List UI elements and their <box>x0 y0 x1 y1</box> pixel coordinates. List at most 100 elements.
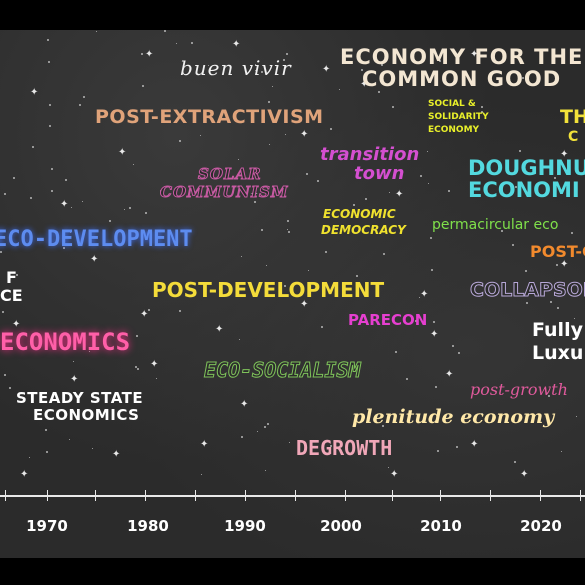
dust-dot <box>89 351 90 352</box>
dust-dot <box>267 423 269 425</box>
dust-dot <box>306 173 308 175</box>
dust-dot <box>501 230 503 232</box>
dust-dot <box>378 91 380 93</box>
star-icon: ✦ <box>215 324 224 335</box>
dust-dot <box>257 431 258 432</box>
timeline-year-label: 1970 <box>26 517 68 535</box>
term-transition-1: transition <box>320 144 420 165</box>
dust-dot <box>427 151 428 152</box>
star-icon: ✦ <box>395 189 404 200</box>
star-icon: ✦ <box>30 87 39 98</box>
dust-dot <box>46 451 48 453</box>
timeline-year-label: 2000 <box>320 517 362 535</box>
dust-dot <box>255 70 256 71</box>
dust-dot <box>481 106 483 108</box>
term-doughnut-2: ECONOMI <box>468 178 580 202</box>
dust-dot <box>439 60 441 62</box>
star-icon: ✦ <box>445 369 454 380</box>
dust-dot <box>512 244 514 246</box>
dust-dot <box>79 104 81 106</box>
dust-dot <box>392 106 394 108</box>
term-solar-1: SOLAR <box>198 165 262 183</box>
dust-dot <box>481 111 483 113</box>
dust-dot <box>406 378 408 380</box>
star-icon: ✦ <box>560 149 569 160</box>
star-icon: ✦ <box>322 64 331 75</box>
dust-dot <box>96 31 97 32</box>
star-icon: ✦ <box>470 439 479 450</box>
dust-dot <box>239 172 240 173</box>
dust-dot <box>365 198 367 200</box>
star-icon: ✦ <box>240 399 249 410</box>
dust-dot <box>433 321 435 323</box>
dust-dot <box>47 39 49 41</box>
dust-dot <box>63 247 65 249</box>
timeline-tick <box>440 490 441 501</box>
dust-dot <box>241 436 243 438</box>
term-plenitude: plenitude economy <box>352 406 555 428</box>
dust-dot <box>255 64 256 65</box>
dust-dot <box>141 231 143 233</box>
star-icon: ✦ <box>360 79 369 90</box>
term-social-solidarity-3: ECONOMY <box>428 125 480 135</box>
dust-dot <box>437 450 439 452</box>
dust-dot <box>383 253 385 255</box>
dust-dot <box>49 104 51 106</box>
dust-dot <box>574 318 575 319</box>
dust-dot <box>288 231 290 233</box>
chalkboard-background: ✦ ✦ ✦ ✦ ✦ ✦ ✦ ✦ ✦ ✦ ✦ ✦ ✦ ✦ ✦ ✦ ✦ ✦ ✦ ✦ ✦ ✦ ✦ ✦ ✦ ✦ ✦ ✦ ✦ ✦ buen vivi… <box>0 30 585 558</box>
dust-dot <box>136 335 138 337</box>
dust-dot <box>330 445 332 447</box>
dust-dot <box>381 64 383 66</box>
dust-dot <box>69 439 70 440</box>
term-eco-development: ECO-DEVELOPMENT <box>0 227 193 252</box>
star-icon: ✦ <box>60 199 69 210</box>
dust-dot <box>389 157 391 159</box>
timeline-tick <box>195 490 196 501</box>
dust-dot <box>519 150 521 152</box>
dust-dot <box>0 251 2 253</box>
star-icon: ✦ <box>420 289 429 300</box>
dust-dot <box>141 53 143 55</box>
dust-dot <box>287 220 289 222</box>
star-icon: ✦ <box>300 129 309 140</box>
dust-dot <box>266 265 267 266</box>
timeline-tick <box>345 490 346 501</box>
star-icon: ✦ <box>250 189 259 200</box>
dust-dot <box>176 43 177 44</box>
dust-dot <box>129 207 131 209</box>
dust-dot <box>557 307 559 309</box>
dust-dot <box>576 416 577 417</box>
dust-dot <box>29 457 30 458</box>
dust-dot <box>191 42 193 44</box>
dust-dot <box>317 180 319 182</box>
dust-dot <box>514 461 516 463</box>
dust-dot <box>349 212 350 213</box>
dust-dot <box>16 274 18 276</box>
dust-dot <box>269 144 270 145</box>
dust-dot <box>2 311 4 313</box>
timeline-tick <box>47 490 48 501</box>
dust-dot <box>160 190 162 192</box>
dust-dot <box>9 387 11 389</box>
term-post-g: POST-G <box>530 242 585 261</box>
term-eco-socialism: ECO-SOCIALISM <box>204 358 362 382</box>
star-icon: ✦ <box>90 254 99 265</box>
dust-dot <box>261 229 263 231</box>
dust-dot <box>448 190 450 192</box>
dust-dot <box>65 179 67 181</box>
dust-dot <box>254 201 256 203</box>
timeline-tick <box>490 490 491 501</box>
dust-dot <box>389 192 390 193</box>
dust-dot <box>49 125 51 127</box>
star-icon: ✦ <box>12 319 21 330</box>
term-degrowth: DEGROWTH <box>296 436 393 460</box>
dust-dot <box>458 352 460 354</box>
term-parecon: PARECON <box>348 311 428 329</box>
dust-dot <box>452 345 454 347</box>
dust-dot <box>395 351 397 353</box>
dust-dot <box>194 283 196 285</box>
dust-dot <box>32 146 34 148</box>
dust-dot <box>284 285 286 287</box>
dust-dot <box>422 76 424 78</box>
